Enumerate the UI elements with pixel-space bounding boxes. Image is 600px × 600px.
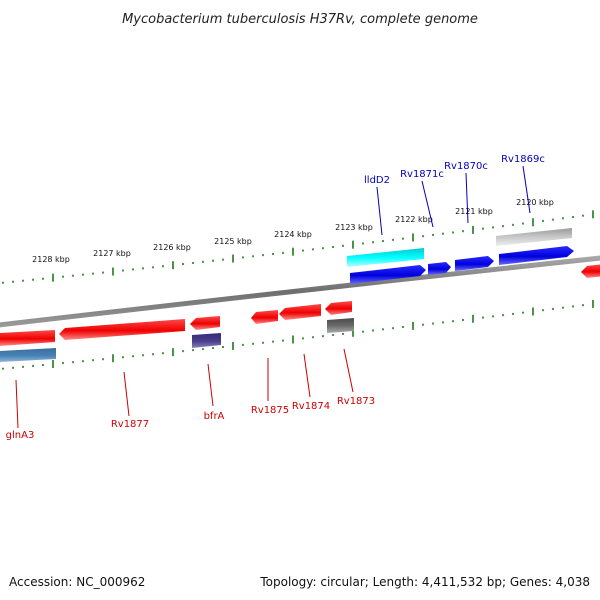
label-leader-line — [421, 180, 434, 228]
gene-label-Rv1877[interactable]: Rv1877 — [111, 419, 149, 430]
gene-feature-Rv1870c[interactable] — [455, 256, 494, 271]
gene-feature-Rv1869c-gene[interactable] — [496, 228, 572, 246]
gene-label-Rv1874[interactable]: Rv1874 — [292, 401, 330, 412]
tick-label: 2128 kbp — [32, 255, 70, 264]
outer-tick-ring — [2, 210, 594, 284]
tick-label: 2124 kbp — [274, 230, 312, 239]
map-title: Mycobacterium tuberculosis H37Rv, comple… — [122, 12, 478, 27]
gene-label-Rv1873[interactable]: Rv1873 — [337, 396, 375, 407]
reverse-gene-labels: glnA3 Rv1877 bfrA Rv1875 Rv1874 Rv1873 — [6, 348, 375, 441]
forward-gene-labels: lldD2 Rv1871c Rv1870c Rv1869c — [364, 154, 545, 236]
tick-label: 2127 kbp — [93, 249, 131, 258]
gene-label-Rv1871c[interactable]: Rv1871c — [400, 169, 444, 180]
tick-label: 2125 kbp — [214, 237, 252, 246]
label-leader-line — [465, 172, 469, 224]
gene-feature-Rv1875[interactable] — [251, 310, 278, 324]
label-leader-line — [343, 348, 354, 393]
gene-feature-glnA3-gene[interactable] — [0, 348, 56, 362]
gene-feature-Rv1871c[interactable] — [428, 262, 451, 275]
gene-feature-Rv1873[interactable] — [325, 301, 352, 315]
gene-feature-Rv1874[interactable] — [279, 304, 321, 320]
gene-feature-Rv1869c[interactable] — [499, 246, 574, 265]
gene-feature-lldD2-cds[interactable] — [350, 265, 426, 284]
label-leader-line — [123, 371, 130, 417]
gene-feature-bfrA-gene[interactable] — [192, 333, 221, 348]
inner-tick-ring — [2, 299, 594, 370]
label-leader-line — [522, 165, 531, 214]
tick-label: 2120 kbp — [516, 198, 554, 207]
gene-feature-Rv1873-gene[interactable] — [327, 318, 354, 333]
tick-labels: 2128 kbp 2127 kbp 2126 kbp 2125 kbp 2124… — [32, 198, 554, 264]
gene-label-bfrA[interactable]: bfrA — [204, 411, 225, 422]
forward-strand-track — [347, 228, 600, 284]
accession-text: Accession: NC_000962 — [9, 575, 145, 589]
gene-feature-lldD2-gene[interactable] — [347, 248, 424, 267]
tick-label: 2122 kbp — [395, 215, 433, 224]
gene-feature-Rv1877[interactable] — [59, 319, 185, 340]
tick-label: 2123 kbp — [335, 223, 373, 232]
gene-feature-right-edge[interactable] — [581, 264, 600, 278]
genome-backbone — [0, 255, 600, 328]
label-leader-line — [207, 363, 214, 407]
gene-feature-glnA3[interactable] — [0, 330, 55, 346]
reverse-strand-track — [0, 301, 354, 362]
tick-label: 2126 kbp — [153, 243, 191, 252]
label-leader-line — [376, 186, 383, 236]
gene-label-glnA3[interactable]: glnA3 — [6, 430, 35, 441]
label-leader-line — [303, 353, 311, 398]
gene-feature-bfrA[interactable] — [190, 316, 220, 330]
gene-label-Rv1870c[interactable]: Rv1870c — [444, 161, 488, 172]
label-leader-line — [15, 379, 19, 429]
gene-label-Rv1869c[interactable]: Rv1869c — [501, 154, 545, 165]
tick-label: 2121 kbp — [455, 207, 493, 216]
genome-summary-text: Topology: circular; Length: 4,411,532 bp… — [259, 575, 590, 589]
gene-label-lldD2[interactable]: lldD2 — [364, 175, 390, 186]
gene-label-Rv1875[interactable]: Rv1875 — [251, 405, 289, 416]
